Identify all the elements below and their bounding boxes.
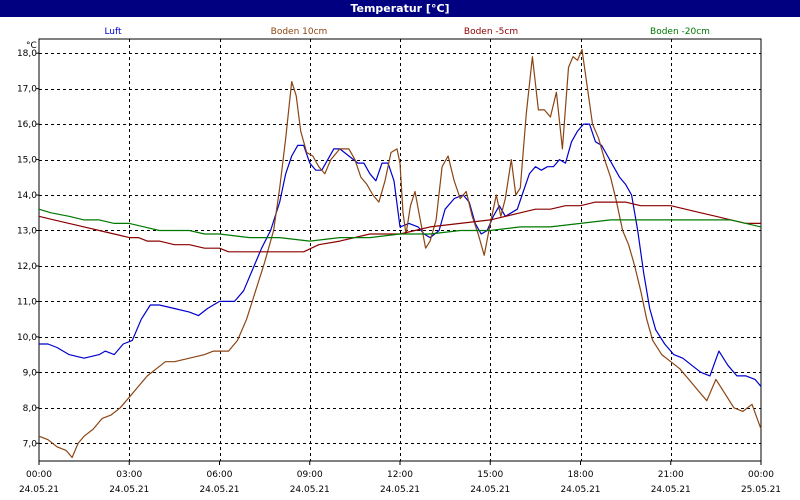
x-tick-date-label: 24.05.21 bbox=[19, 485, 59, 495]
chart-title: Temperatur [°C] bbox=[0, 0, 800, 17]
y-tick-label: 9,0 bbox=[23, 368, 38, 378]
x-tick-time-label: 15:00 bbox=[477, 470, 503, 480]
y-tick-label: 17,0 bbox=[17, 85, 37, 95]
y-axis-ticks: 7,0 8,0 9,0 10,0 11,0 12,0 13,0 14,0 15,0 16,0 17,… bbox=[17, 49, 39, 449]
x-tick-time-label: 00:00 bbox=[26, 470, 52, 480]
x-tick-time-label: 03:00 bbox=[116, 470, 142, 480]
x-tick-date-label: 24.05.21 bbox=[560, 485, 600, 495]
x-axis-ticks: 00:00 24.05.21 03:00 24.05.21 06:00 24.05.21 0… bbox=[19, 461, 781, 495]
y-tick-label: 16,0 bbox=[17, 120, 37, 130]
x-tick-date-label: 24.05.21 bbox=[109, 485, 149, 495]
y-tick-label: 13,0 bbox=[17, 226, 37, 236]
y-tick-label: 15,0 bbox=[17, 156, 37, 166]
legend-item: Boden -20cm bbox=[650, 27, 710, 37]
x-tick-time-label: 18:00 bbox=[568, 470, 594, 480]
y-tick-label: 10,0 bbox=[17, 333, 37, 343]
series-line bbox=[38, 201, 761, 253]
legend-item: Boden 10cm bbox=[271, 27, 328, 37]
series-line bbox=[38, 208, 762, 242]
x-tick-date-label: 24.05.21 bbox=[199, 485, 239, 495]
x-tick-date-label: 24.05.21 bbox=[651, 485, 691, 495]
series-line bbox=[39, 123, 762, 387]
y-tick-label: 11,0 bbox=[17, 297, 37, 307]
x-tick-time-label: 06:00 bbox=[207, 470, 233, 480]
legend-item: Boden -5cm bbox=[464, 27, 518, 37]
x-tick-time-label: 09:00 bbox=[297, 470, 323, 480]
legend: Luft Boden 10cm Boden -5cm Boden -20cm bbox=[104, 27, 710, 37]
y-tick-label: 8,0 bbox=[23, 404, 38, 414]
x-tick-time-label: 00:00 bbox=[748, 470, 774, 480]
y-tick-label: 18,0 bbox=[17, 49, 37, 59]
y-tick-label: 14,0 bbox=[17, 191, 37, 201]
x-tick-time-label: 21:00 bbox=[658, 470, 684, 480]
x-tick-date-label: 24.05.21 bbox=[470, 485, 510, 495]
series-lines bbox=[38, 49, 762, 459]
y-tick-label: 12,0 bbox=[17, 262, 37, 272]
x-tick-date-label: 24.05.21 bbox=[380, 485, 420, 495]
x-tick-date-label: 25.05.21 bbox=[741, 485, 781, 495]
y-tick-label: 7,0 bbox=[23, 439, 38, 449]
x-tick-date-label: 24.05.21 bbox=[290, 485, 330, 495]
legend-item: Luft bbox=[104, 27, 122, 37]
x-tick-time-label: 12:00 bbox=[387, 470, 413, 480]
series-line bbox=[38, 49, 762, 459]
y-axis-unit: °C bbox=[26, 41, 37, 51]
